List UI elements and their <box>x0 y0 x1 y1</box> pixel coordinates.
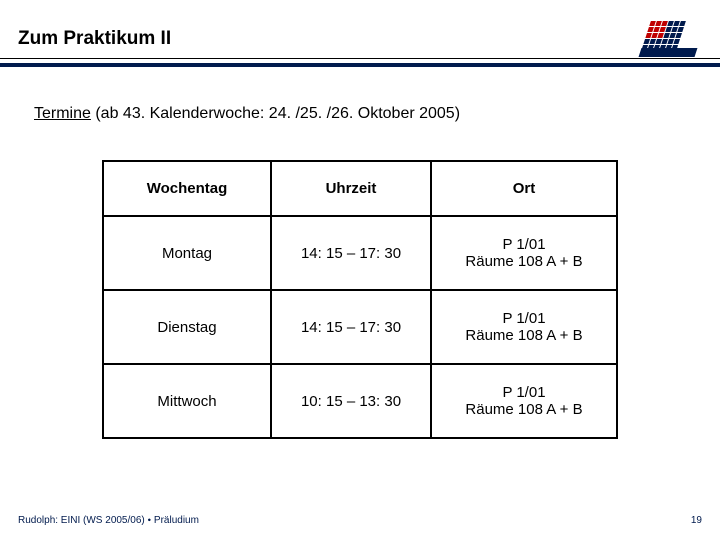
page-number: 19 <box>691 515 702 526</box>
divider-thin <box>0 58 720 59</box>
table-row: Dienstag 14: 15 – 17: 30 P 1/01Räume 108… <box>103 290 617 364</box>
col-header-day: Wochentag <box>103 161 271 216</box>
table-header-row: Wochentag Uhrzeit Ort <box>103 161 617 216</box>
corner-logo <box>640 18 692 58</box>
footer: Rudolph: EINI (WS 2005/06) ● Präludium 1… <box>18 515 702 526</box>
table-row: Montag 14: 15 – 17: 30 P 1/01Räume 108 A… <box>103 216 617 290</box>
divider-thick <box>0 63 720 67</box>
table-row: Mittwoch 10: 15 – 13: 30 P 1/01Räume 108… <box>103 364 617 438</box>
slide-title: Zum Praktikum II <box>18 28 171 50</box>
col-header-place: Ort <box>431 161 617 216</box>
subtitle: Termine (ab 43. Kalenderwoche: 24. /25. … <box>34 105 460 123</box>
col-header-time: Uhrzeit <box>271 161 431 216</box>
schedule-table: Wochentag Uhrzeit Ort Montag 14: 15 – 17… <box>102 160 618 439</box>
